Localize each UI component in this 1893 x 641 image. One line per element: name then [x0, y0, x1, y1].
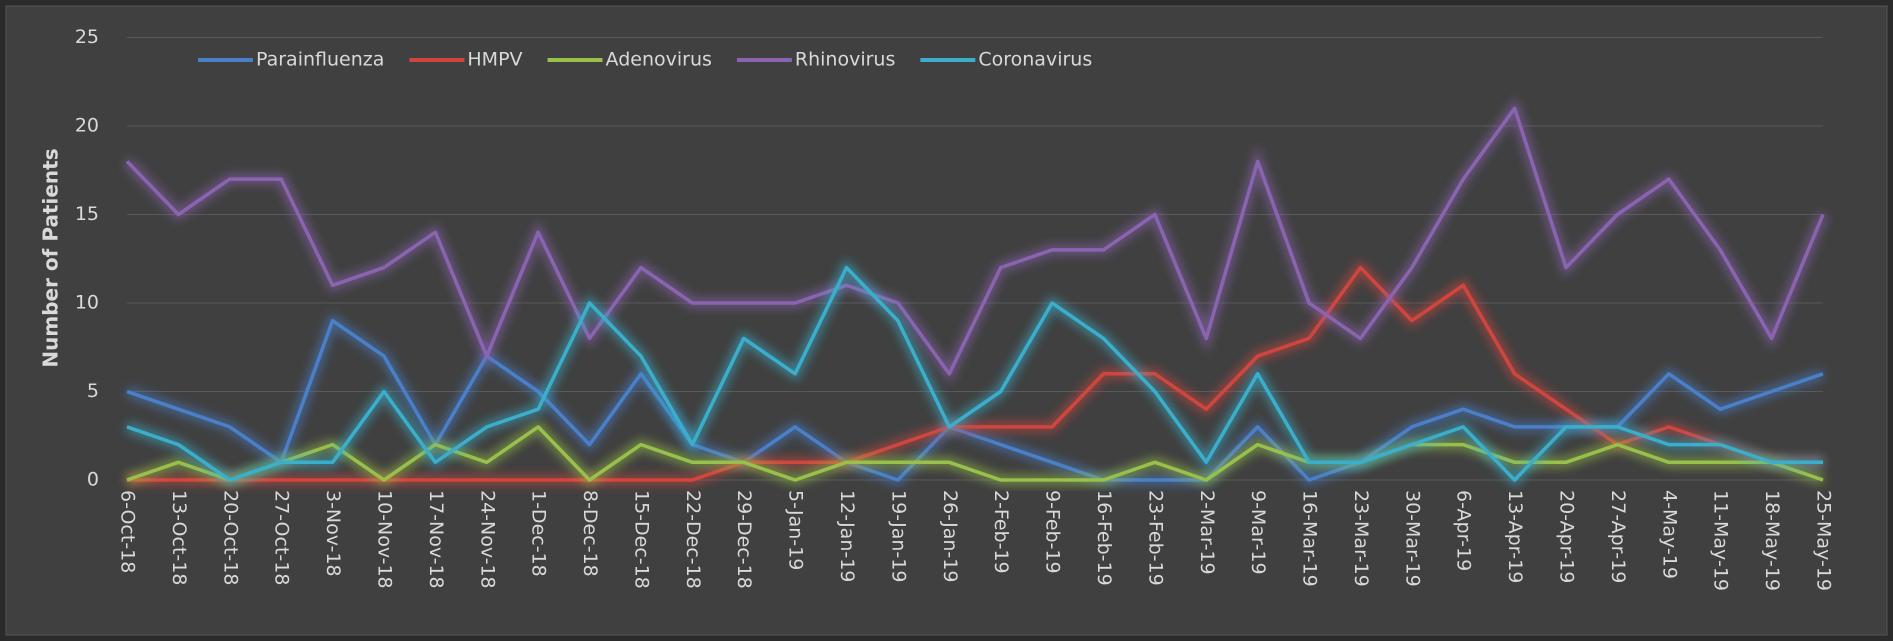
x-tick-label: 6-Oct-18: [117, 490, 139, 573]
legend-label: Rhinovirus: [795, 49, 895, 71]
x-tick-label: 11-May-19: [1710, 490, 1732, 591]
y-tick-label: 20: [75, 115, 99, 137]
x-tick-label: 10-Nov-18: [373, 490, 395, 589]
x-tick-label: 25-May-19: [1813, 490, 1835, 591]
x-tick-label: 9-Feb-19: [1042, 490, 1064, 574]
y-tick-label: 15: [75, 203, 99, 225]
series-line: [126, 265, 1823, 482]
x-tick-label: 2-Feb-19: [990, 490, 1012, 574]
series-line: [126, 318, 1824, 482]
legend-label: HMPV: [467, 49, 522, 71]
x-tick-label: 9-Mar-19: [1247, 490, 1269, 575]
series-line: [126, 425, 1824, 482]
x-tick-label: 27-Oct-18: [271, 490, 293, 585]
legend-label: Parainfluenza: [256, 49, 384, 71]
x-tick-label: 18-May-19: [1761, 490, 1783, 591]
x-tick-label: 16-Feb-19: [1093, 490, 1115, 586]
x-tick-label: 16-Mar-19: [1299, 490, 1321, 587]
x-tick-label: 6-Apr-19: [1453, 490, 1475, 571]
x-tick-label: 20-Apr-19: [1556, 490, 1578, 583]
y-tick-label: 5: [87, 380, 99, 402]
x-tick-label: 13-Oct-18: [168, 490, 190, 585]
x-tick-label: 22-Dec-18: [682, 490, 704, 589]
x-tick-label: 23-Feb-19: [1144, 490, 1166, 586]
legend-label: Adenovirus: [606, 49, 712, 71]
x-tick-label: 23-Mar-19: [1350, 490, 1372, 587]
series-line: [125, 106, 1825, 376]
y-tick-label: 0: [87, 469, 99, 491]
x-tick-label: 8-Dec-18: [579, 490, 601, 577]
x-tick-label: 3-Nov-18: [322, 490, 344, 577]
x-tick-label: 26-Jan-19: [939, 490, 961, 582]
x-tick-label: 12-Jan-19: [836, 490, 858, 582]
x-tick-label: 2-Mar-19: [1196, 490, 1218, 575]
series-line: [127, 265, 1823, 482]
x-tick-label: 4-May-19: [1658, 490, 1680, 579]
x-tick-label: 20-Oct-18: [219, 490, 241, 585]
chart-area: [5, 5, 1888, 636]
y-tick-label: 10: [75, 292, 99, 314]
legend-label: Coronavirus: [978, 49, 1092, 71]
x-tick-label: 17-Nov-18: [425, 490, 447, 589]
x-tick-label: 29-Dec-18: [733, 490, 755, 589]
x-tick-label: 15-Dec-18: [630, 490, 652, 589]
x-tick-label: 19-Jan-19: [887, 490, 909, 582]
y-axis-title: Number of Patients: [39, 148, 63, 367]
x-tick-label: 13-Apr-19: [1504, 490, 1526, 583]
x-tick-label: 24-Nov-18: [476, 490, 498, 589]
x-tick-label: 27-Apr-19: [1607, 490, 1629, 583]
x-tick-label: 1-Dec-18: [528, 490, 550, 577]
x-tick-label: 5-Jan-19: [785, 490, 807, 570]
x-tick-label: 30-Mar-19: [1401, 490, 1423, 587]
y-tick-label: 25: [75, 26, 99, 48]
